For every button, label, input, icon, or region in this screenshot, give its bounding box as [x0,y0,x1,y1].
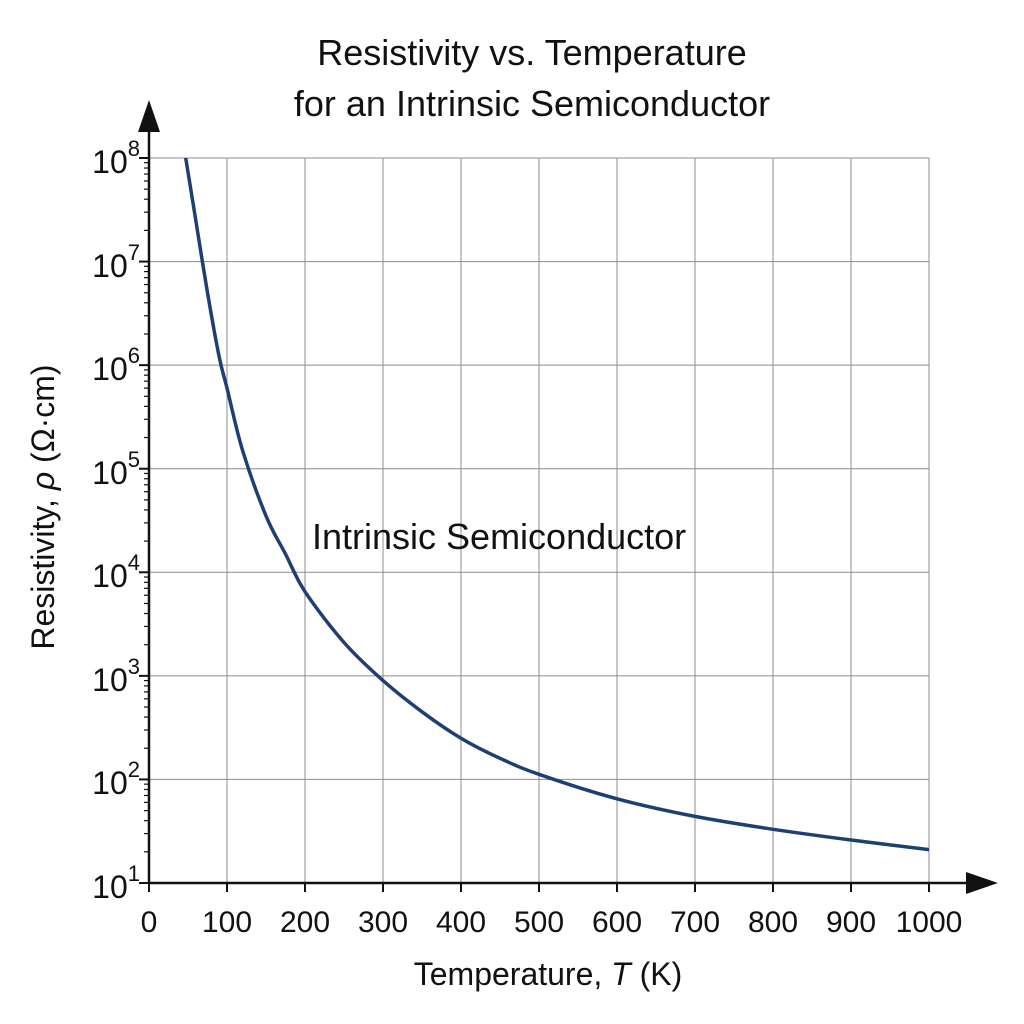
x-tick-label: 600 [591,906,643,939]
y-tick-label: 102 [92,757,140,802]
y-tick-label: 105 [92,446,140,491]
x-axis-label-symbol: T [611,956,631,992]
x-tick-label: 100 [201,906,253,939]
x-tick-label: 200 [279,906,331,939]
curve-group [183,158,929,852]
y-axis-label: Resistivity, ρ (Ω·cm) [23,357,63,657]
chart-title-line-2: for an Intrinsic Semiconductor [293,83,771,124]
y-tick-label: 101 [92,861,140,905]
x-tick-label: 900 [825,906,877,939]
x-tick-label: 400 [435,906,487,939]
resistivity-curve [183,158,929,852]
y-tick-label: 106 [92,343,140,388]
x-tick-label: 700 [669,906,721,939]
y-axis-arrowhead [138,100,160,132]
y-tick-label: 103 [92,653,140,698]
y-axis-label-unit: (Ω·cm) [25,364,61,472]
x-axis-label-unit: (K) [630,956,683,992]
x-tick-label: 300 [357,906,409,939]
curve-annotation: Intrinsic Semiconductor [312,516,687,557]
x-tick-label: 1000 [895,906,963,939]
y-tick-label: 107 [92,239,140,284]
x-tick-label: 500 [513,906,565,939]
x-tick-label: 0 [140,906,158,939]
x-tick-label: 800 [747,906,799,939]
x-axis-label: Temperature, T (K) [0,958,1024,990]
grid [149,157,930,883]
y-axis-label-text: Resistivity, [25,490,61,650]
y-axis-label-symbol: ρ [25,471,61,491]
axes [138,100,998,894]
x-axis-label-text: Temperature, [413,956,612,992]
chart-title-line-1: Resistivity vs. Temperature [317,32,747,73]
y-tick-label: 104 [92,550,140,595]
x-axis-arrowhead [966,872,998,894]
y-tick-label: 108 [92,136,140,180]
